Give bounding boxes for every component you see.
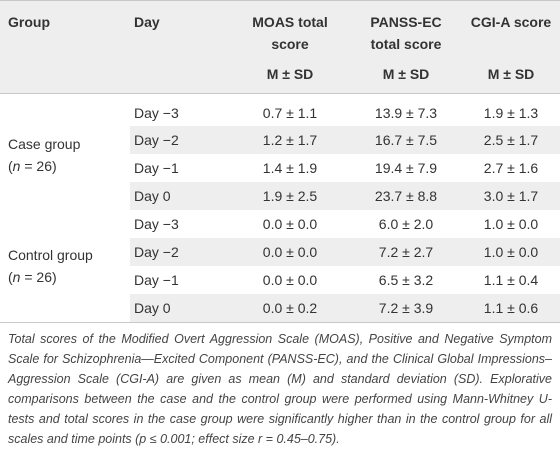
moas-cell: 1.9 ± 2.5 bbox=[262, 188, 318, 204]
header-moas-line1: MOAS total bbox=[252, 14, 328, 30]
table-row: Case group (n = 26) Day −3 0.7 ± 1.1 13.… bbox=[0, 93, 560, 174]
day-cell: Day −1 bbox=[134, 272, 179, 288]
panss-cell: 7.2 ± 3.9 bbox=[378, 300, 434, 316]
day-cell: Day −2 bbox=[134, 244, 179, 260]
group-cell-case: Case group (n = 26) bbox=[0, 94, 130, 211]
moas-cell: 1.4 ± 1.9 bbox=[262, 160, 318, 176]
table-row: Day −1 0.0 ± 0.0 6.5 ± 3.2 1.1 ± 0.4 bbox=[0, 266, 560, 294]
header-moas-line2: score bbox=[271, 36, 309, 52]
panss-cell: 16.7 ± 7.5 bbox=[374, 132, 438, 148]
day-cell: Day −2 bbox=[134, 132, 179, 148]
moas-cell: 0.0 ± 0.2 bbox=[262, 300, 318, 316]
day-cell: Day −1 bbox=[134, 160, 179, 176]
group-name: Control group bbox=[8, 247, 93, 263]
cgia-cell: 3.0 ± 1.7 bbox=[483, 188, 539, 204]
header-row: Group Day MOAS total score PANSS-EC tota… bbox=[0, 0, 560, 56]
panss-cell: 7.2 ± 2.7 bbox=[378, 244, 434, 260]
table-footer-rule bbox=[0, 322, 560, 323]
panss-cell: 19.4 ± 7.9 bbox=[374, 160, 438, 176]
moas-cell: 1.2 ± 1.7 bbox=[262, 132, 318, 148]
group-cell-control: Control group (n = 26) bbox=[0, 210, 130, 323]
header-day: Day bbox=[134, 14, 160, 30]
moas-cell: 0.7 ± 1.1 bbox=[262, 105, 318, 121]
cgia-cell: 1.1 ± 0.6 bbox=[483, 300, 539, 316]
results-table: Group Day MOAS total score PANSS-EC tota… bbox=[0, 0, 560, 323]
stat-label-panss: M ± SD bbox=[382, 66, 430, 82]
panss-cell: 6.0 ± 2.0 bbox=[378, 216, 434, 232]
day-cell: Day 0 bbox=[134, 188, 171, 204]
day-cell: Day −3 bbox=[134, 216, 179, 232]
header-panss-line2: total score bbox=[370, 36, 442, 52]
moas-cell: 0.0 ± 0.0 bbox=[262, 244, 318, 260]
group-n: (n = 26) bbox=[8, 269, 57, 285]
panss-cell: 13.9 ± 7.3 bbox=[374, 105, 438, 121]
header-panss-line1: PANSS-EC bbox=[370, 14, 442, 30]
header-group: Group bbox=[8, 14, 50, 30]
group-n: (n = 26) bbox=[8, 158, 57, 174]
panss-cell: 6.5 ± 3.2 bbox=[378, 272, 434, 288]
stat-label-moas: M ± SD bbox=[266, 66, 314, 82]
stat-header-row: M ± SD M ± SD M ± SD bbox=[0, 55, 560, 94]
cgia-cell: 1.0 ± 0.0 bbox=[483, 216, 539, 232]
header-moas: MOAS total score bbox=[230, 1, 350, 56]
table-footnote: Total scores of the Modified Overt Aggre… bbox=[8, 332, 552, 446]
day-cell: Day −3 bbox=[134, 105, 179, 121]
table-row: Day −1 1.4 ± 1.9 19.4 ± 7.9 2.7 ± 1.6 bbox=[0, 154, 560, 182]
header-panss: PANSS-EC total score bbox=[350, 1, 462, 56]
day-cell: Day 0 bbox=[134, 300, 171, 316]
panss-cell: 23.7 ± 8.8 bbox=[374, 188, 438, 204]
table-row: Control group (n = 26) Day −3 0.0 ± 0.0 … bbox=[0, 210, 560, 285]
cgia-cell: 2.7 ± 1.6 bbox=[483, 160, 539, 176]
moas-cell: 0.0 ± 0.0 bbox=[262, 216, 318, 232]
header-cgia: CGI-A score bbox=[470, 14, 552, 30]
cgia-cell: 2.5 ± 1.7 bbox=[483, 132, 539, 148]
cgia-cell: 1.9 ± 1.3 bbox=[483, 105, 539, 121]
cgia-cell: 1.0 ± 0.0 bbox=[483, 244, 539, 260]
cgia-cell: 1.1 ± 0.4 bbox=[483, 272, 539, 288]
group-name: Case group bbox=[8, 136, 81, 152]
moas-cell: 0.0 ± 0.0 bbox=[262, 272, 318, 288]
stat-label-cgia: M ± SD bbox=[487, 66, 535, 82]
